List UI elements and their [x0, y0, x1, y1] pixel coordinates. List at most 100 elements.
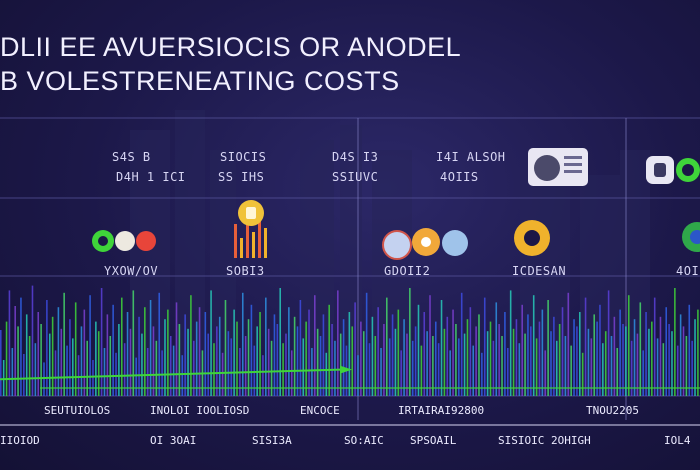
bar	[175, 302, 178, 396]
bar	[311, 348, 313, 396]
bar	[72, 338, 74, 396]
bar	[400, 350, 402, 396]
bar	[123, 343, 126, 396]
bar	[109, 336, 112, 396]
bar	[553, 316, 555, 396]
bar	[299, 300, 302, 396]
trend-line	[0, 368, 341, 381]
bar	[489, 321, 492, 396]
bar	[579, 312, 581, 396]
bar	[426, 331, 428, 396]
bar	[285, 333, 287, 396]
bar	[288, 307, 290, 396]
bar	[659, 316, 662, 396]
bar	[152, 326, 155, 396]
blue-ring-icon	[682, 222, 700, 252]
bar	[120, 297, 123, 396]
bar	[11, 348, 14, 396]
bar	[337, 290, 339, 396]
bar	[316, 328, 319, 396]
bar	[40, 324, 42, 396]
mini-bar	[252, 232, 255, 258]
orange-ring-icon	[238, 200, 264, 226]
bar	[92, 360, 94, 396]
bar	[420, 345, 423, 396]
bar	[365, 292, 368, 396]
bar	[486, 331, 489, 396]
bar	[475, 326, 477, 396]
bar	[414, 326, 417, 396]
bar	[63, 292, 65, 396]
top-label: S4S B	[112, 150, 151, 164]
bar	[590, 338, 593, 396]
bar	[694, 319, 696, 396]
bar	[567, 292, 570, 396]
red-dot-icon	[136, 231, 156, 251]
bar	[455, 324, 457, 396]
mid-label: 4OI	[676, 264, 700, 278]
bar	[599, 304, 601, 396]
bar	[354, 302, 356, 396]
bar	[584, 297, 587, 396]
bar	[167, 309, 169, 396]
top-label: I4I ALSOH	[436, 150, 506, 164]
bar	[296, 326, 299, 396]
bar	[472, 345, 475, 396]
bar	[515, 319, 518, 396]
bar	[161, 350, 163, 396]
chart-title-line1: DLII EE AVUERSIOCIS OR ANODEL	[0, 32, 462, 62]
bar	[149, 300, 152, 396]
bar	[290, 350, 293, 396]
bar	[279, 288, 281, 396]
bar	[458, 338, 460, 396]
bar	[653, 297, 656, 396]
bottom-label: SPSOAIL	[410, 434, 457, 447]
bar	[541, 309, 544, 396]
bar	[604, 331, 607, 396]
bar	[112, 304, 114, 396]
bar	[253, 345, 256, 396]
bar	[273, 314, 276, 396]
bar	[610, 336, 613, 396]
bar	[132, 290, 135, 396]
bar	[544, 350, 547, 396]
bar	[83, 309, 86, 396]
bar	[103, 348, 106, 396]
bar	[538, 321, 541, 396]
bar	[293, 316, 296, 396]
bar	[97, 331, 100, 396]
bar	[328, 304, 330, 396]
bar	[190, 295, 192, 396]
bar	[210, 290, 212, 396]
bar	[66, 345, 68, 396]
bar	[469, 307, 472, 396]
bottom-label: OI 3OAI	[150, 434, 197, 447]
bar	[443, 328, 446, 396]
bar	[265, 297, 267, 396]
bar	[507, 348, 509, 396]
bar	[521, 304, 523, 396]
bar	[218, 316, 221, 396]
bar	[602, 343, 604, 396]
mini-bar	[258, 214, 261, 258]
bar	[466, 319, 469, 396]
bar	[138, 316, 140, 396]
bar	[224, 300, 227, 396]
bar	[14, 306, 16, 396]
ai-badge-icon	[646, 156, 674, 184]
bar	[118, 324, 120, 396]
bar	[146, 348, 149, 396]
bar	[564, 336, 567, 396]
bar	[60, 328, 63, 396]
mid-label: GDOII2	[384, 264, 431, 278]
bar	[141, 333, 143, 396]
bar	[322, 314, 325, 396]
background-building	[340, 125, 362, 396]
bottom-label: IIOIOD	[0, 434, 40, 447]
mid-label: ICDESAN	[512, 264, 567, 278]
bar	[391, 314, 394, 396]
bar	[8, 290, 11, 396]
bar	[37, 312, 40, 396]
